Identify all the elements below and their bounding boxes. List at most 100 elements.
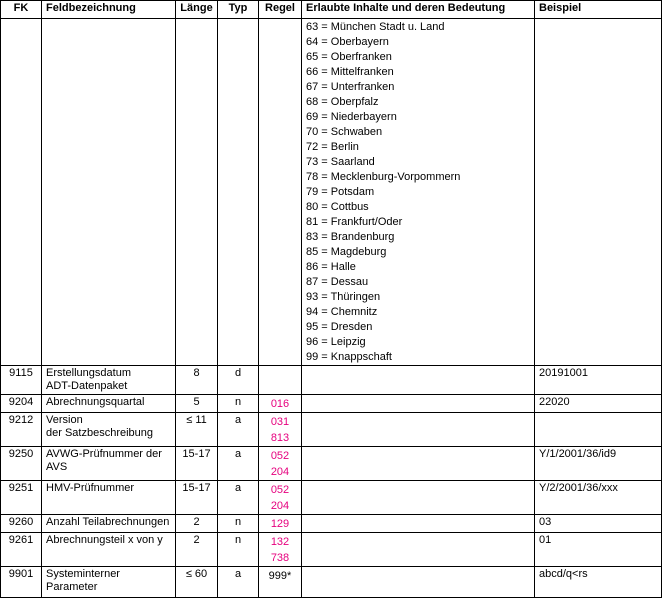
feldbezeichnung-cell: Version der Satzbeschreibung xyxy=(41,412,176,447)
feldbezeichnung-line: Parameter xyxy=(46,581,98,593)
header-feldbezeichnung: Feldbezeichnung xyxy=(41,0,176,19)
fk-cell: 9251 xyxy=(0,480,42,515)
list-item: 70 = Schwaben xyxy=(306,126,383,138)
regel-cell: 031 813 xyxy=(258,412,302,447)
fk-cell xyxy=(0,18,42,366)
regel-link[interactable]: 132 xyxy=(270,536,290,548)
typ-cell: n xyxy=(217,514,259,533)
list-item: 83 = Brandenburg xyxy=(306,231,395,243)
laenge-cell: 15-17 xyxy=(175,446,218,481)
fk-cell: 9212 xyxy=(0,412,42,447)
header-laenge: Länge xyxy=(175,0,218,19)
regel-link[interactable]: 129 xyxy=(270,518,290,530)
list-item: 72 = Berlin xyxy=(306,141,359,153)
list-item: 65 = Oberfranken xyxy=(306,51,392,63)
list-item: 81 = Frankfurt/Oder xyxy=(306,216,403,228)
regel-cell: 052 204 xyxy=(258,446,302,481)
fk-cell: 9204 xyxy=(0,394,42,413)
allowed-values-list: 63 = München Stadt u. Land 64 = Oberbayer… xyxy=(301,18,535,366)
list-item: 64 = Oberbayern xyxy=(306,36,389,48)
table-row-continuation: 63 = München Stadt u. Land 64 = Oberbayer… xyxy=(0,18,662,366)
list-item: 93 = Thüringen xyxy=(306,291,381,303)
table-row: 9212 Version der Satzbeschreibung ≤ 11 a 031 8… xyxy=(0,412,662,447)
feldbezeichnung-cell: Anzahl Teilabrechnungen xyxy=(41,514,176,533)
inhalte-cell xyxy=(301,514,535,533)
beispiel-cell: 01 xyxy=(534,532,662,567)
list-item: 99 = Knappschaft xyxy=(306,351,392,363)
regel-link[interactable]: 016 xyxy=(270,398,290,410)
feldbezeichnung-cell: AVWG-Prüfnummer der AVS xyxy=(41,446,176,481)
beispiel-cell: 20191001 xyxy=(534,365,662,395)
laenge-cell: 15-17 xyxy=(175,480,218,515)
feldbezeichnung-line: ADT-Datenpaket xyxy=(46,380,128,392)
beispiel-cell: 22020 xyxy=(534,394,662,413)
laenge-cell: 5 xyxy=(175,394,218,413)
feldbezeichnung-line: der Satzbeschreibung xyxy=(46,427,154,439)
feldbezeichnung-cell: Systeminterner Parameter xyxy=(41,566,176,598)
list-item: 63 = München Stadt u. Land xyxy=(306,21,445,33)
list-item: 80 = Cottbus xyxy=(306,201,369,213)
laenge-cell: 8 xyxy=(175,365,218,395)
list-item: 79 = Potsdam xyxy=(306,186,375,198)
typ-cell xyxy=(217,18,259,366)
inhalte-cell xyxy=(301,532,535,567)
feldbezeichnung-line: Version xyxy=(46,414,83,426)
fk-cell: 9250 xyxy=(0,446,42,481)
list-item: 73 = Saarland xyxy=(306,156,375,168)
regel-cell: 999* xyxy=(258,566,302,598)
typ-cell: a xyxy=(217,480,259,515)
regel-cell xyxy=(258,18,302,366)
header-fk: FK xyxy=(0,0,42,19)
feldbezeichnung-line: Anzahl Teilabrechnungen xyxy=(46,516,170,528)
regel-link[interactable]: 052 xyxy=(270,484,290,496)
regel-link[interactable]: 052 xyxy=(270,450,290,462)
inhalte-cell xyxy=(301,566,535,598)
inhalte-cell xyxy=(301,412,535,447)
table-row: 9251 HMV-Prüfnummer 15-17 a 052 204 Y/2/2001/3… xyxy=(0,480,662,515)
typ-cell: a xyxy=(217,412,259,447)
fk-cell: 9261 xyxy=(0,532,42,567)
regel-link[interactable]: 204 xyxy=(270,500,290,512)
regel-link[interactable]: 813 xyxy=(270,432,290,444)
inhalte-cell xyxy=(301,446,535,481)
feld-cell xyxy=(41,18,176,366)
typ-cell: d xyxy=(217,365,259,395)
table-row: 9260 Anzahl Teilabrechnungen 2 n 129 03 xyxy=(0,514,662,533)
regel-cell: 129 xyxy=(258,514,302,533)
inhalte-cell xyxy=(301,394,535,413)
table-row: 9204 Abrechnungsquartal 5 n 016 22020 xyxy=(0,394,662,413)
list-item: 78 = Mecklenburg-Vorpommern xyxy=(306,171,461,183)
laenge-cell xyxy=(175,18,218,366)
table-row: 9901 Systeminterner Parameter ≤ 60 a 999* abcd… xyxy=(0,566,662,598)
regel-cell xyxy=(258,365,302,395)
regel-cell: 016 xyxy=(258,394,302,413)
laenge-cell: ≤ 11 xyxy=(175,412,218,447)
feldbezeichnung-line: Systeminterner xyxy=(46,568,120,580)
beispiel-cell: 03 xyxy=(534,514,662,533)
list-item: 66 = Mittelfranken xyxy=(306,66,394,78)
regel-cell: 052 204 xyxy=(258,480,302,515)
inhalte-cell xyxy=(301,365,535,395)
list-item: 85 = Magdeburg xyxy=(306,246,387,258)
list-item: 67 = Unterfranken xyxy=(306,81,395,93)
feldbezeichnung-line: Abrechnungsquartal xyxy=(46,396,145,408)
header-beispiel: Beispiel xyxy=(534,0,662,19)
regel-link[interactable]: 204 xyxy=(270,466,290,478)
regel-link[interactable]: 031 xyxy=(270,416,290,428)
laenge-cell: ≤ 60 xyxy=(175,566,218,598)
regel-link[interactable]: 738 xyxy=(270,552,290,564)
feldbezeichnung-cell: Abrechnungsteil x von y xyxy=(41,532,176,567)
header-regel: Regel xyxy=(258,0,302,19)
feldbezeichnung-cell: Erstellungsdatum ADT-Datenpaket xyxy=(41,365,176,395)
beispiel-cell: Y/1/2001/36/id9 xyxy=(534,446,662,481)
beispiel-cell: Y/2/2001/36/xxx xyxy=(534,480,662,515)
table-row: 9115 Erstellungsdatum ADT-Datenpaket 8 d 2019… xyxy=(0,365,662,395)
beispiel-cell: abcd/q<rs xyxy=(534,566,662,598)
header-typ: Typ xyxy=(217,0,259,19)
table-row: 9250 AVWG-Prüfnummer der AVS 15-17 a 052 204 Y/… xyxy=(0,446,662,481)
list-item: 94 = Chemnitz xyxy=(306,306,378,318)
fk-cell: 9115 xyxy=(0,365,42,395)
list-item: 86 = Halle xyxy=(306,261,356,273)
feldbezeichnung-line: AVWG-Prüfnummer der xyxy=(46,448,162,460)
